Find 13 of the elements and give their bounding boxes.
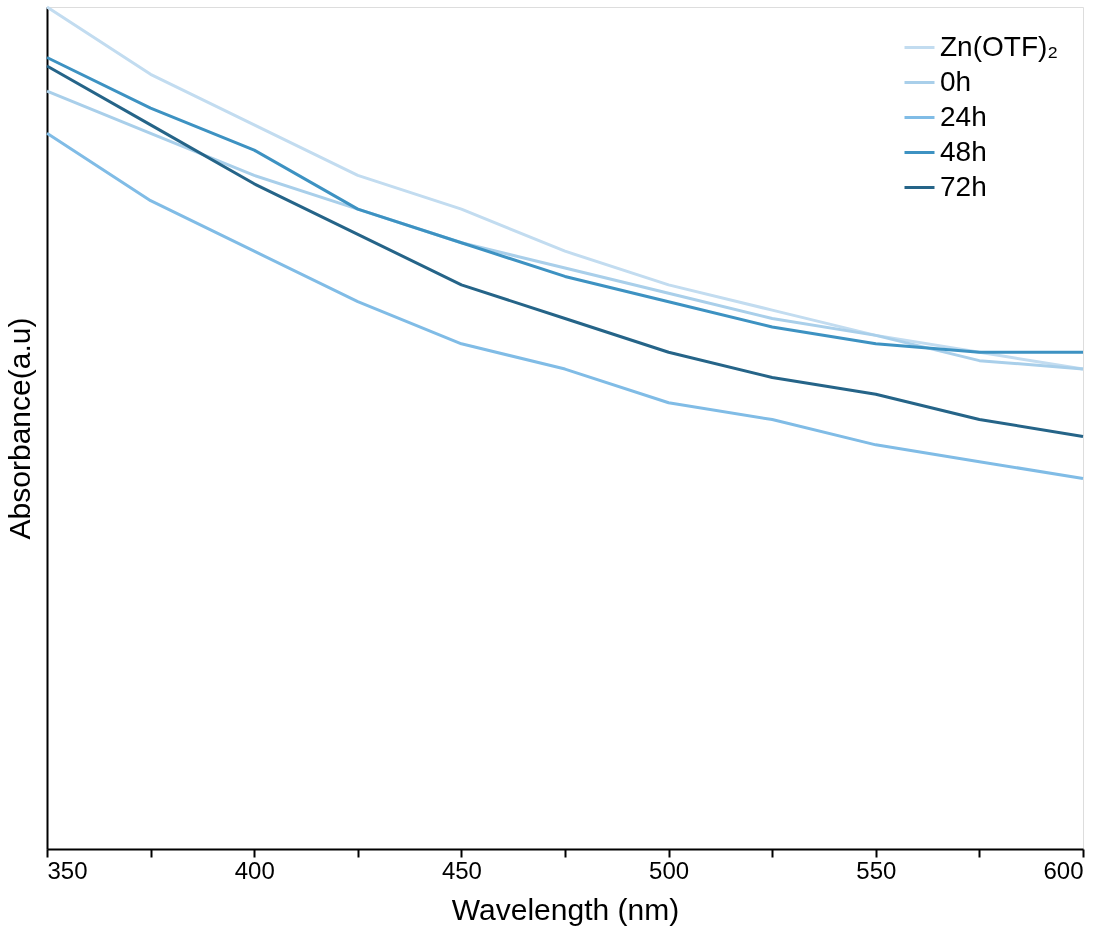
legend-label: 0h (940, 65, 972, 97)
legend-label: Zn(OTF)₂ (940, 30, 1059, 62)
y-axis-title: Absorbance(a.u) (2, 317, 36, 540)
legend-label: 48h (940, 135, 987, 167)
x-tick-label: 550 (856, 856, 897, 884)
x-tick-label: 500 (649, 856, 690, 884)
x-tick-label: 350 (47, 856, 88, 884)
legend-label: 24h (940, 100, 987, 132)
x-axis-title: Wavelength (nm) (451, 892, 680, 926)
x-tick-label: 600 (1043, 856, 1084, 884)
legend-label: 72h (940, 170, 987, 202)
x-tick-label: 400 (234, 856, 275, 884)
x-tick-label: 450 (441, 856, 482, 884)
